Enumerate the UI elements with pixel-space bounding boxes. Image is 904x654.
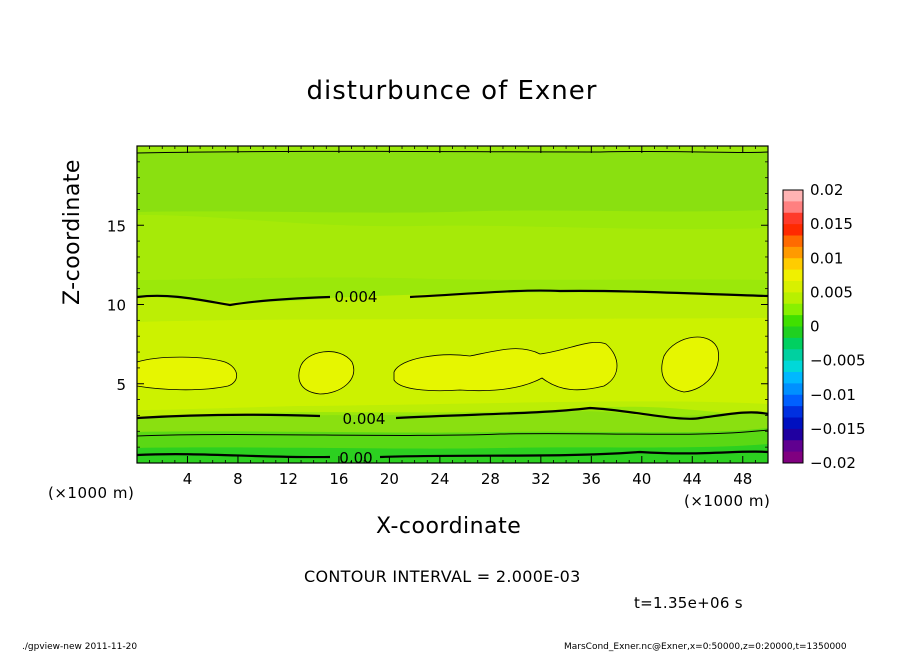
y-tick-label: 15 (107, 217, 126, 235)
x-axis: 4 8 12 16 20 24 28 32 36 40 44 48 (149, 146, 756, 488)
x-tick-label: 24 (430, 470, 449, 488)
blob-4 (661, 336, 720, 393)
x-tick-label: 44 (683, 470, 702, 488)
x-tick-label: 16 (329, 470, 348, 488)
colorbar-tick-label: 0.01 (810, 249, 843, 267)
y-tick-label: 10 (107, 297, 126, 315)
y-tick-label: 5 (116, 376, 126, 394)
contour-line-top (137, 150, 768, 154)
y-axis-unit: (×1000 m) (48, 484, 135, 502)
colorbar-swatch (783, 292, 803, 305)
colorbar-tick-label: −0.02 (810, 454, 856, 472)
x-tick-label: 28 (481, 470, 500, 488)
contour-interval-text: CONTOUR INTERVAL = 2.000E-03 (304, 567, 581, 586)
colorbar-swatch (783, 417, 803, 430)
colorbar-swatch (783, 235, 803, 248)
colorbar-swatch (783, 394, 803, 407)
colorbar-swatch (783, 349, 803, 362)
colorbar-tick-label: 0.005 (810, 283, 853, 301)
colorbar-swatch (783, 326, 803, 339)
contour-line-bottom (137, 450, 768, 459)
x-tick-label: 4 (183, 470, 193, 488)
blob-1 (137, 356, 238, 391)
blob-2 (298, 351, 355, 395)
footer-left: ./gpview-new 2011-11-20 (22, 642, 138, 652)
colorbar-swatch (783, 190, 803, 202)
x-axis-label: X-coordinate (376, 514, 522, 539)
colorbar-swatch (783, 269, 803, 282)
colorbar (782, 189, 804, 464)
colorbar-swatch (783, 428, 803, 441)
colorbar-tick-label: 0.02 (810, 181, 843, 199)
heatmap-field (137, 146, 768, 463)
x-tick-label: 20 (380, 470, 399, 488)
x-tick-label: 48 (733, 470, 752, 488)
contour-label: 0.00 (339, 449, 372, 467)
colorbar-swatch (783, 337, 803, 350)
colorbar-tick-label: −0.015 (810, 420, 866, 438)
colorbar-swatch (783, 258, 803, 271)
y-axis-label: Z-coordinate (60, 159, 85, 305)
x-tick-label: 36 (582, 470, 601, 488)
colorbar-swatch (783, 406, 803, 418)
contour-line-upper (137, 289, 768, 307)
colorbar-tick-label: 0.015 (810, 215, 853, 233)
colorbar-swatch (783, 224, 803, 236)
x-tick-label: 32 (531, 470, 550, 488)
colorbar-swatch (783, 281, 803, 293)
colorbar-swatch (783, 451, 803, 464)
colorbar-swatch (783, 383, 803, 396)
x-tick-label: 12 (279, 470, 298, 488)
x-tick-label: 8 (233, 470, 243, 488)
y-axis: 5 10 15 (107, 161, 768, 448)
colorbar-ticks: 0.02 0.015 0.01 0.005 0 −0.005 −0.01 −0.015 −0.0… (810, 181, 866, 472)
colorbar-tick-label: 0 (810, 318, 820, 336)
time-stamp: t=1.35e+06 s (634, 594, 743, 612)
contour-line-lower-2 (137, 429, 768, 437)
x-axis-unit: (×1000 m) (684, 492, 771, 510)
chart-title: disturbunce of Exner (306, 76, 598, 106)
x-tick-label: 40 (632, 470, 651, 488)
colorbar-swatch (783, 303, 803, 316)
contour-line-lower (137, 406, 768, 420)
contour-label: 0.004 (343, 410, 386, 428)
band-upper (137, 150, 768, 213)
colorbar-swatch (783, 201, 803, 214)
colorbar-frame (782, 189, 804, 464)
blob-3 (393, 341, 618, 392)
colorbar-swatch (783, 315, 803, 327)
colorbar-tick-label: −0.005 (810, 352, 866, 370)
colorbar-tick-label: −0.01 (810, 386, 856, 404)
colorbar-swatch (783, 372, 803, 384)
band-mid-upper (137, 214, 768, 280)
footer-right: MarsCond_Exner.nc@Exner,x=0:50000,z=0:20… (564, 642, 847, 652)
band-lower-3 (137, 444, 768, 463)
colorbar-swatch (783, 360, 803, 373)
colorbar-swatch (783, 440, 803, 453)
contour-label: 0.004 (335, 288, 378, 306)
colorbar-swatch (783, 212, 803, 225)
colorbar-swatch (783, 246, 803, 259)
